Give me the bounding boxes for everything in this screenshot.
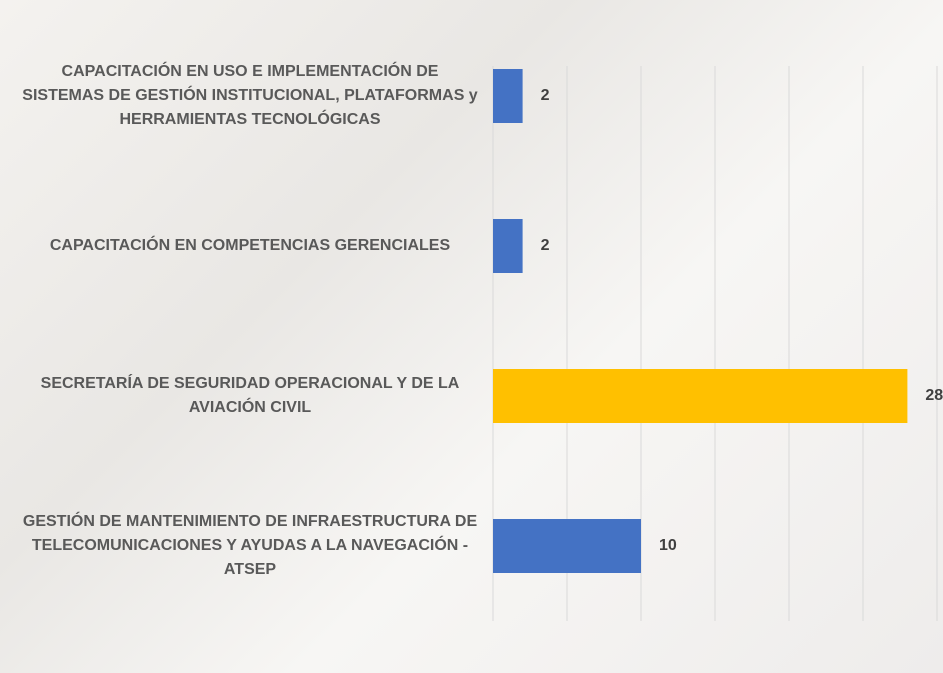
value-label: 10 xyxy=(659,537,677,554)
bar xyxy=(493,69,523,123)
category-label: SECRETARÍA DE SEGURIDAD OPERACIONAL Y DE… xyxy=(40,375,460,416)
bar xyxy=(493,519,641,573)
bar xyxy=(493,369,908,423)
value-label: 2 xyxy=(541,237,550,254)
category-label: CAPACITACIÓN EN COMPETENCIAS GERENCIALES xyxy=(49,237,451,254)
category-label: CAPACITACIÓN EN USO E IMPLEMENTACIÓN DE … xyxy=(22,63,478,128)
bar xyxy=(493,219,523,273)
category-label: GESTIÓN DE MANTENIMIENTO DE INFRAESTRUCT… xyxy=(22,513,478,578)
value-label: 2 xyxy=(541,87,550,104)
value-label: 28 xyxy=(925,387,943,404)
